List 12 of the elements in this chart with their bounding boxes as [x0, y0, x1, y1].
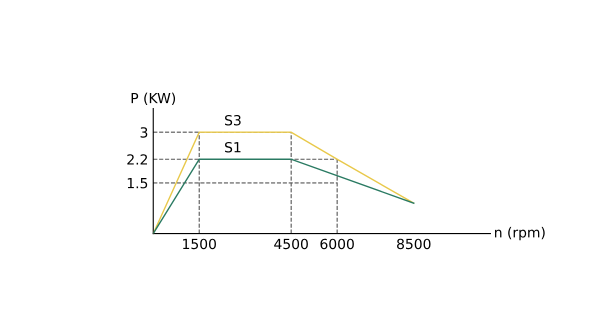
x-tick-label: 8500: [397, 238, 431, 250]
x-tick-label: 1500: [183, 238, 216, 250]
series-label: S1: [225, 142, 240, 153]
series-label: S3: [225, 114, 241, 126]
line-series: [153, 132, 414, 234]
y-tick-label: 2.2: [127, 154, 147, 165]
x-tick-label: 6000: [320, 238, 354, 250]
y-axis-title: P (KW): [132, 92, 176, 106]
y-tick-label: 3: [140, 127, 148, 138]
x-tick-label: 4500: [274, 238, 308, 250]
y-tick-label: 1.5: [128, 178, 148, 188]
x-axis-title: n (rpm): [495, 226, 545, 240]
